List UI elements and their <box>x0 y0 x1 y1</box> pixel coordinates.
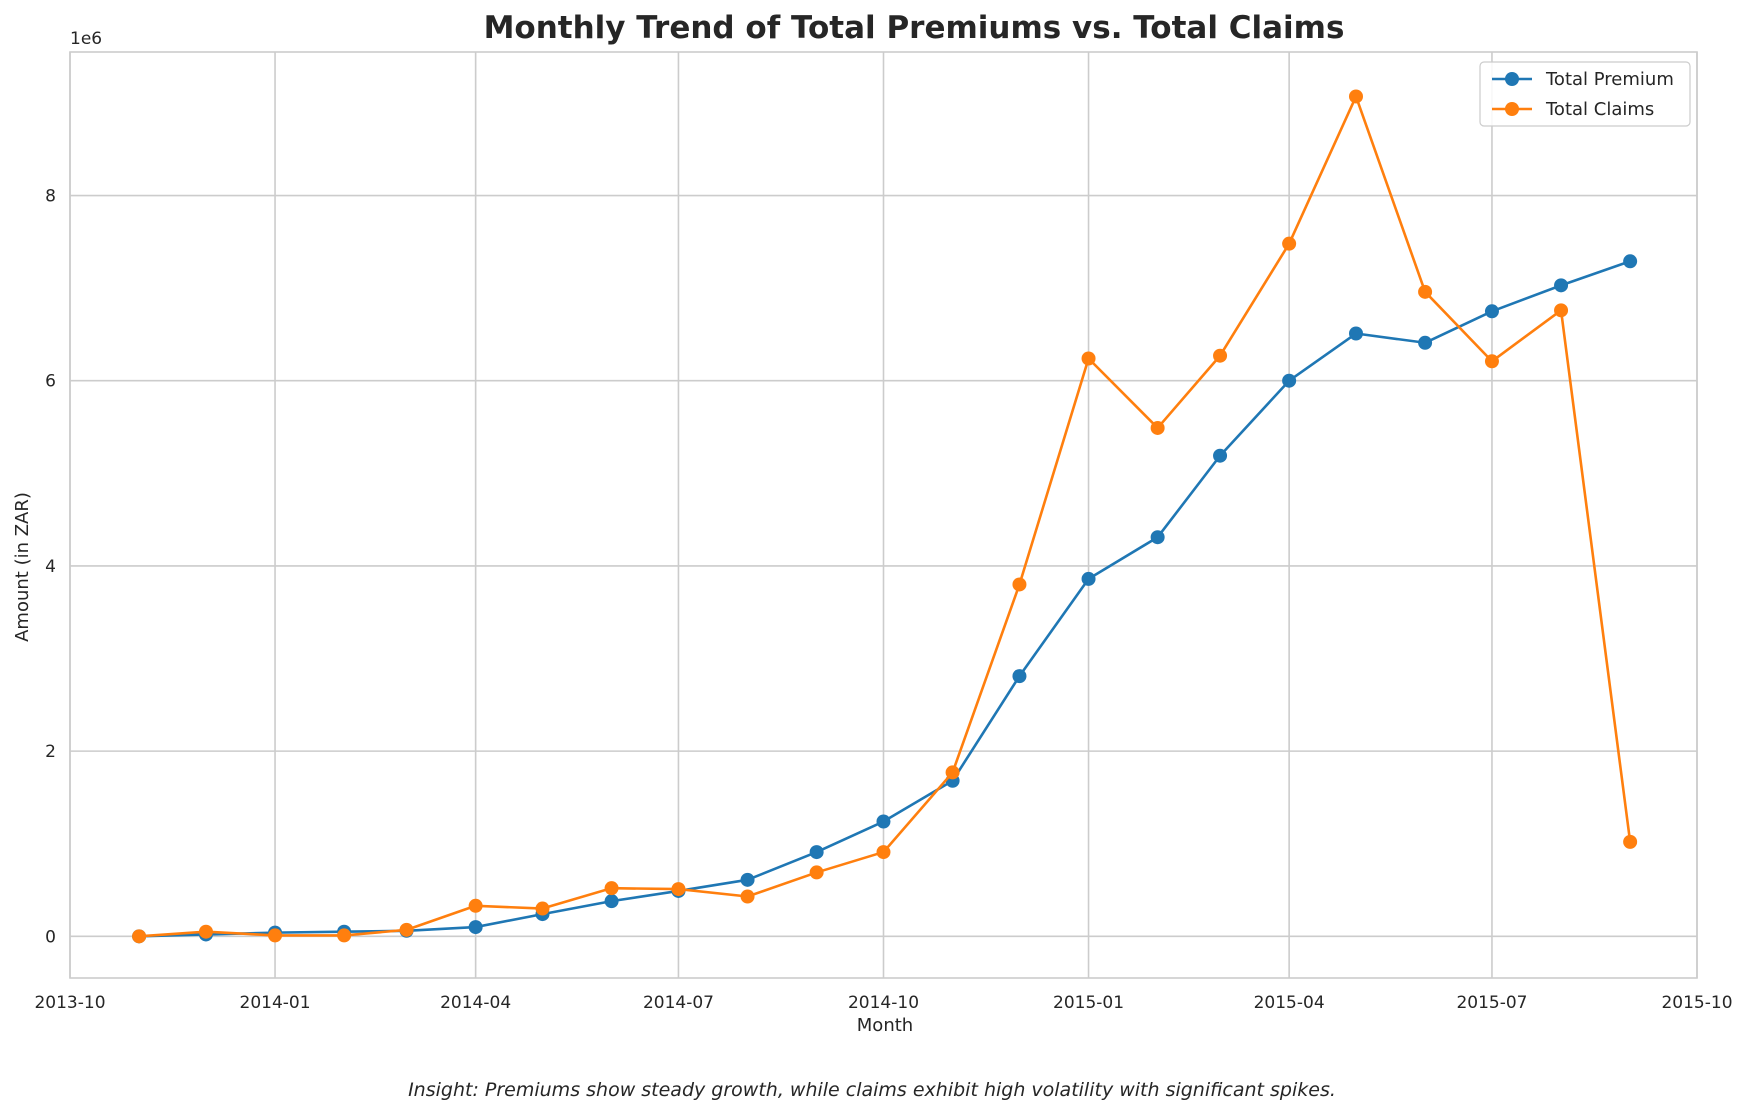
legend-entry: Total Premium <box>1545 69 1674 90</box>
grid <box>69 52 1698 978</box>
series <box>132 89 1638 944</box>
data-point <box>1012 669 1027 684</box>
x-tick-labels: 2013-10 2014-01 2014-04 2014-07 2014-10 2015-… <box>34 993 1732 1013</box>
legend-marker <box>1505 72 1519 86</box>
data-point <box>1213 348 1228 363</box>
data-point <box>1554 303 1569 318</box>
data-point <box>1348 326 1363 341</box>
x-tick-label: 2014-10 <box>848 993 919 1013</box>
legend-entry: Total Claims <box>1545 99 1654 120</box>
data-point <box>1418 284 1433 299</box>
data-point <box>1623 834 1638 849</box>
y-tick-label: 4 <box>45 557 56 577</box>
x-tick-label: 2013-10 <box>34 993 105 1013</box>
data-point <box>1150 420 1165 435</box>
data-point <box>132 929 147 944</box>
x-tick-label: 2015-04 <box>1254 993 1325 1013</box>
x-tick-label: 2014-01 <box>240 993 311 1013</box>
data-point <box>1484 304 1499 319</box>
data-point <box>1150 530 1165 545</box>
data-point <box>337 928 352 943</box>
data-point <box>604 881 619 896</box>
data-point <box>1554 278 1569 293</box>
data-point <box>1081 351 1096 366</box>
data-point <box>468 920 483 935</box>
insight-caption: Insight: Premiums show steady growth, wh… <box>408 1079 1336 1101</box>
x-axis-label: Month <box>857 1015 913 1036</box>
data-point <box>1623 254 1638 269</box>
data-point <box>399 922 414 937</box>
x-tick-label: 2014-04 <box>440 993 511 1013</box>
data-point <box>535 901 550 916</box>
data-point <box>740 889 755 904</box>
data-point <box>468 898 483 913</box>
series-line <box>139 95 1632 938</box>
data-point <box>1012 577 1027 592</box>
data-point <box>1418 335 1433 350</box>
x-tick-label: 2015-01 <box>1053 993 1124 1013</box>
data-point <box>809 865 824 880</box>
data-point <box>1282 373 1297 388</box>
data-point <box>945 765 960 780</box>
data-point <box>876 845 891 860</box>
data-point <box>1213 448 1228 463</box>
legend-marker <box>1505 102 1519 116</box>
y-axis-label: Amount (in ZAR) <box>12 492 33 642</box>
y-tick-label: 8 <box>45 187 56 207</box>
chart-title: Monthly Trend of Total Premiums vs. Tota… <box>484 10 1345 46</box>
legend-box <box>1479 61 1691 127</box>
data-point <box>740 872 755 887</box>
y-offset-label: 1e6 <box>70 29 102 49</box>
y-tick-label: 0 <box>45 927 56 947</box>
y-tick-label: 2 <box>45 742 56 762</box>
x-tick-label: 2014-07 <box>643 993 714 1013</box>
series-total-claims <box>132 89 1638 944</box>
data-point <box>604 894 619 909</box>
series-line <box>139 260 1631 938</box>
y-tick-label: 6 <box>45 372 56 392</box>
data-point <box>268 928 283 943</box>
data-point <box>671 882 686 897</box>
data-point <box>1282 236 1297 251</box>
data-point <box>809 845 824 860</box>
data-point <box>1081 571 1096 586</box>
plot-frame <box>69 51 1698 979</box>
series-total-premium <box>132 254 1638 944</box>
data-point <box>1348 89 1363 104</box>
data-point <box>198 924 213 939</box>
x-tick-label: 2015-10 <box>1661 993 1732 1013</box>
legend: Total Premium Total Claims <box>1479 61 1691 127</box>
y-tick-labels: 0 2 4 6 8 <box>45 187 56 948</box>
x-tick-label: 2015-07 <box>1456 993 1527 1013</box>
data-point <box>876 814 891 829</box>
data-point <box>1484 354 1499 369</box>
